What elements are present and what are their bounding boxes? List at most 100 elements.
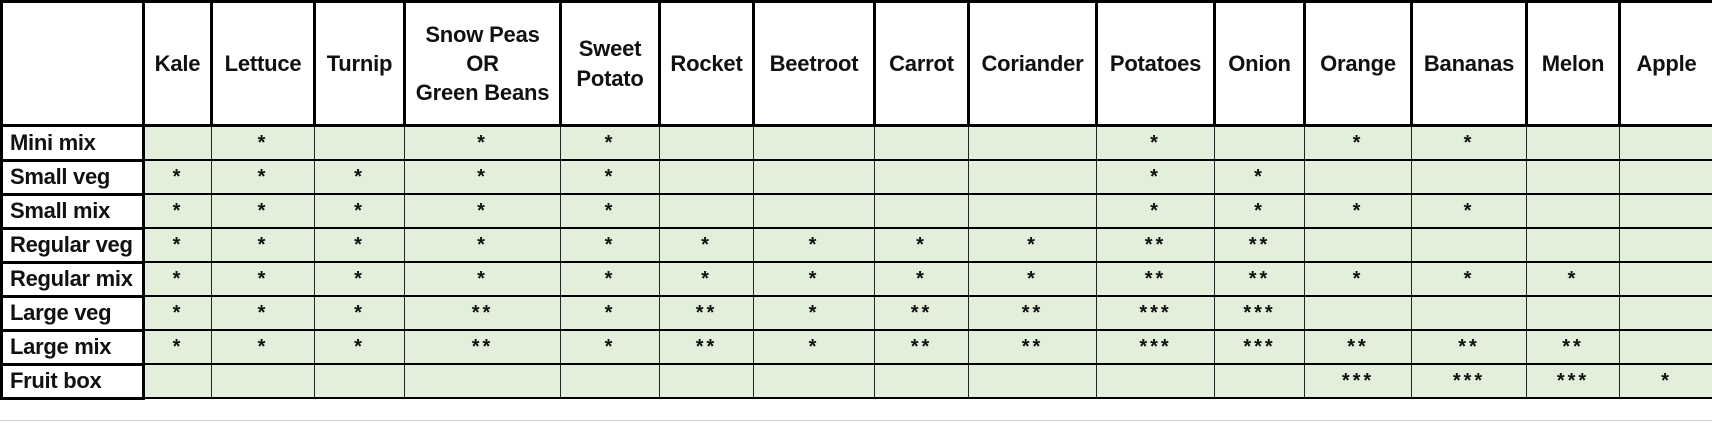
stars-cell[interactable]: * bbox=[1619, 363, 1712, 399]
column-header-lettuce[interactable]: Lettuce bbox=[210, 0, 316, 127]
row-label[interactable]: Large mix bbox=[0, 328, 145, 366]
column-header-beetroot[interactable]: Beetroot bbox=[752, 0, 876, 127]
stars-cell[interactable]: *** bbox=[1411, 363, 1527, 399]
stars-cell[interactable]: * bbox=[753, 295, 875, 331]
stars-cell[interactable]: * bbox=[314, 295, 405, 331]
stars-cell[interactable] bbox=[1619, 227, 1712, 263]
stars-cell[interactable]: * bbox=[560, 124, 660, 161]
stars-cell[interactable]: * bbox=[1304, 124, 1412, 161]
stars-cell[interactable]: * bbox=[560, 193, 660, 229]
stars-cell[interactable] bbox=[1526, 159, 1620, 195]
stars-cell[interactable]: * bbox=[1096, 159, 1215, 195]
stars-cell[interactable]: ** bbox=[968, 329, 1097, 365]
stars-cell[interactable] bbox=[1411, 159, 1527, 195]
stars-cell[interactable]: *** bbox=[1096, 329, 1215, 365]
row-label[interactable]: Regular mix bbox=[0, 260, 145, 298]
column-header-turnip[interactable]: Turnip bbox=[313, 0, 406, 127]
stars-cell[interactable]: * bbox=[314, 329, 405, 365]
stars-cell[interactable]: * bbox=[211, 295, 315, 331]
stars-cell[interactable]: * bbox=[1411, 261, 1527, 297]
stars-cell[interactable] bbox=[753, 193, 875, 229]
stars-cell[interactable] bbox=[1214, 124, 1305, 161]
stars-cell[interactable]: * bbox=[560, 295, 660, 331]
stars-cell[interactable] bbox=[874, 363, 969, 399]
stars-cell[interactable] bbox=[1304, 159, 1412, 195]
stars-cell[interactable]: * bbox=[143, 261, 212, 297]
column-header-snow-peas-or-green-beans[interactable]: Snow Peas OR Green Beans bbox=[403, 0, 562, 127]
row-label[interactable]: Regular veg bbox=[0, 226, 145, 264]
column-header-orange[interactable]: Orange bbox=[1303, 0, 1413, 127]
stars-cell[interactable]: ** bbox=[1214, 261, 1305, 297]
stars-cell[interactable]: *** bbox=[1096, 295, 1215, 331]
stars-cell[interactable] bbox=[968, 363, 1097, 399]
stars-cell[interactable]: ** bbox=[1096, 227, 1215, 263]
stars-cell[interactable]: ** bbox=[1304, 329, 1412, 365]
column-header-onion[interactable]: Onion bbox=[1213, 0, 1306, 127]
stars-cell[interactable] bbox=[968, 193, 1097, 229]
stars-cell[interactable] bbox=[659, 363, 754, 399]
stars-cell[interactable]: * bbox=[968, 261, 1097, 297]
stars-cell[interactable]: * bbox=[560, 261, 660, 297]
stars-cell[interactable] bbox=[1214, 363, 1305, 399]
stars-cell[interactable]: * bbox=[314, 193, 405, 229]
stars-cell[interactable] bbox=[143, 363, 212, 399]
stars-cell[interactable]: * bbox=[753, 227, 875, 263]
stars-cell[interactable] bbox=[1411, 295, 1527, 331]
stars-cell[interactable] bbox=[1304, 227, 1412, 263]
stars-cell[interactable]: * bbox=[143, 193, 212, 229]
stars-cell[interactable]: ** bbox=[404, 329, 561, 365]
stars-cell[interactable]: *** bbox=[1214, 295, 1305, 331]
stars-cell[interactable]: * bbox=[659, 261, 754, 297]
stars-cell[interactable]: * bbox=[211, 329, 315, 365]
stars-cell[interactable]: ** bbox=[968, 295, 1097, 331]
column-header-rocket[interactable]: Rocket bbox=[658, 0, 755, 127]
stars-cell[interactable]: * bbox=[1214, 193, 1305, 229]
stars-cell[interactable]: * bbox=[314, 227, 405, 263]
stars-cell[interactable] bbox=[874, 124, 969, 161]
stars-cell[interactable] bbox=[1304, 295, 1412, 331]
stars-cell[interactable] bbox=[1526, 193, 1620, 229]
stars-cell[interactable] bbox=[1619, 124, 1712, 161]
stars-cell[interactable] bbox=[1096, 363, 1215, 399]
stars-cell[interactable]: * bbox=[143, 159, 212, 195]
row-label[interactable]: Large veg bbox=[0, 294, 145, 332]
stars-cell[interactable]: * bbox=[404, 227, 561, 263]
stars-cell[interactable]: * bbox=[404, 159, 561, 195]
stars-cell[interactable] bbox=[1619, 329, 1712, 365]
stars-cell[interactable]: ** bbox=[1096, 261, 1215, 297]
stars-cell[interactable]: * bbox=[1304, 261, 1412, 297]
stars-cell[interactable] bbox=[753, 124, 875, 161]
column-header-bananas[interactable]: Bananas bbox=[1410, 0, 1528, 127]
stars-cell[interactable] bbox=[874, 159, 969, 195]
stars-cell[interactable]: ** bbox=[1411, 329, 1527, 365]
stars-cell[interactable] bbox=[659, 159, 754, 195]
stars-cell[interactable]: * bbox=[143, 227, 212, 263]
stars-cell[interactable]: ** bbox=[659, 295, 754, 331]
row-label[interactable]: Small mix bbox=[0, 192, 145, 230]
stars-cell[interactable]: * bbox=[211, 227, 315, 263]
column-header-potatoes[interactable]: Potatoes bbox=[1095, 0, 1216, 127]
column-header-carrot[interactable]: Carrot bbox=[873, 0, 970, 127]
stars-cell[interactable] bbox=[1526, 295, 1620, 331]
stars-cell[interactable]: * bbox=[1096, 124, 1215, 161]
stars-cell[interactable]: * bbox=[143, 295, 212, 331]
stars-cell[interactable] bbox=[874, 193, 969, 229]
stars-cell[interactable]: * bbox=[211, 261, 315, 297]
stars-cell[interactable]: * bbox=[1096, 193, 1215, 229]
stars-cell[interactable]: * bbox=[753, 261, 875, 297]
stars-cell[interactable] bbox=[968, 124, 1097, 161]
stars-cell[interactable]: * bbox=[404, 193, 561, 229]
stars-cell[interactable] bbox=[753, 159, 875, 195]
stars-cell[interactable] bbox=[659, 193, 754, 229]
column-header-kale[interactable]: Kale bbox=[142, 0, 213, 127]
stars-cell[interactable]: * bbox=[560, 159, 660, 195]
stars-cell[interactable]: * bbox=[874, 227, 969, 263]
stars-cell[interactable] bbox=[211, 363, 315, 399]
stars-cell[interactable]: ** bbox=[874, 295, 969, 331]
stars-cell[interactable]: *** bbox=[1526, 363, 1620, 399]
stars-cell[interactable] bbox=[968, 159, 1097, 195]
stars-cell[interactable] bbox=[659, 124, 754, 161]
stars-cell[interactable] bbox=[143, 124, 212, 161]
stars-cell[interactable] bbox=[404, 363, 561, 399]
row-label[interactable]: Small veg bbox=[0, 158, 145, 196]
